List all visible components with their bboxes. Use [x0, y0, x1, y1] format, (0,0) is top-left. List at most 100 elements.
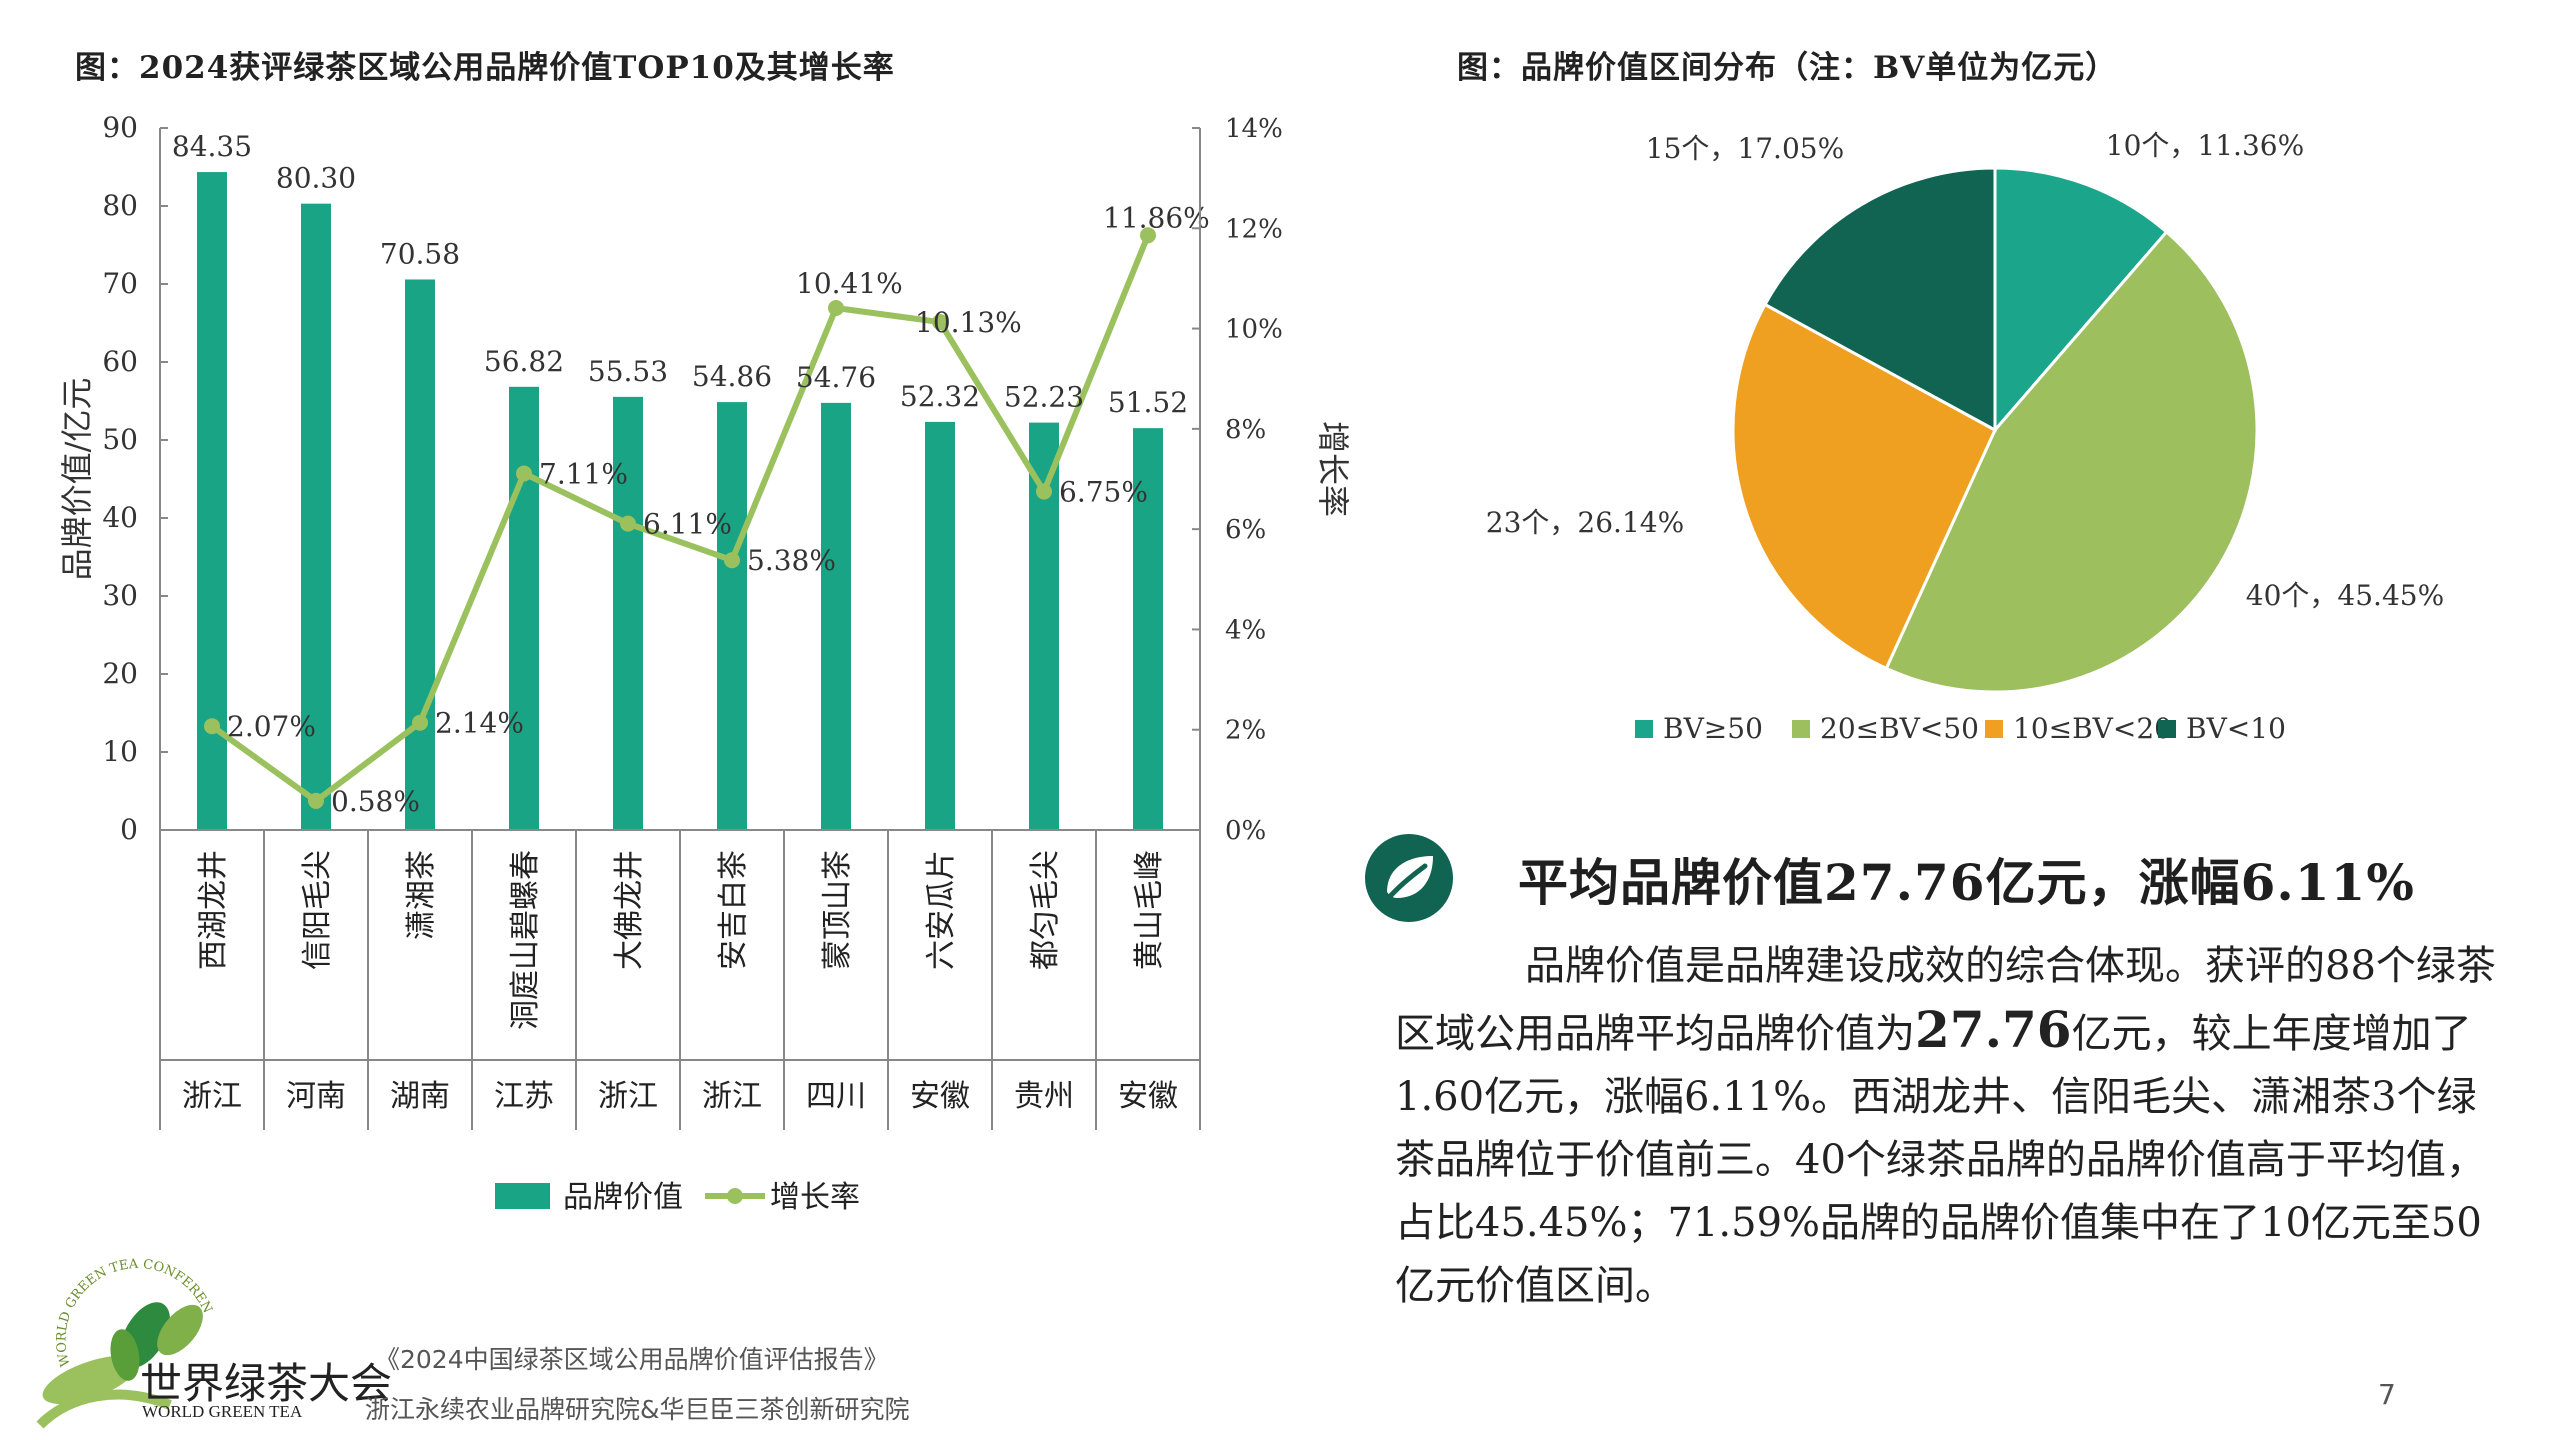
pie-slice-label: 15个，17.05%: [1646, 132, 1844, 165]
bar-安吉白茶: [717, 402, 747, 830]
province-label: 湖南: [390, 1079, 450, 1114]
leaf-icon: [1363, 832, 1455, 924]
bar-大佛龙井: [613, 396, 643, 830]
bar-value-label: 84.35: [172, 130, 252, 163]
left-axis-tick-label: 50: [102, 423, 138, 456]
pie-legend-swatch: [1985, 720, 2003, 738]
bar-chart-title: 图：2024获评绿茶区域公用品牌价值TOP10及其增长率: [75, 50, 895, 86]
y-axis-title: 品牌价值/亿元: [58, 378, 96, 581]
province-label: 浙江: [598, 1079, 658, 1114]
logo-chinese-name: 世界绿茶大会: [140, 1359, 393, 1408]
bar-黄山毛峰: [1133, 428, 1163, 830]
summary-paragraph: 品牌价值是品牌建设成效的综合体现。获评的88个绿茶区域公用品牌平均品牌价值为27…: [1395, 935, 2505, 1318]
left-axis-tick-label: 80: [102, 189, 138, 222]
category-label: 黄山毛峰: [1132, 850, 1167, 970]
growth-rate-point: [724, 552, 740, 569]
pie-legend-swatch: [1792, 720, 1810, 738]
growth-rate-label: 2.07%: [227, 710, 316, 743]
summary-text-part2: 亿元，较上年度增加了1.60亿元，涨幅6.11%。西湖龙井、信阳毛尖、潇湘茶3个…: [1395, 1011, 2486, 1309]
page-number: 7: [2378, 1378, 2396, 1411]
province-label: 贵州: [1014, 1079, 1074, 1114]
right-axis-tick-label: 6%: [1225, 515, 1266, 545]
pie-legend-label: 20≤BV<50: [1820, 712, 1979, 745]
bar-value-label: 52.32: [900, 380, 980, 413]
growth-rate-point: [932, 314, 948, 331]
category-label: 信阳毛尖: [300, 850, 335, 970]
province-label: 河南: [286, 1079, 346, 1114]
growth-rate-point: [412, 714, 428, 731]
growth-rate-label: 2.14%: [435, 707, 524, 740]
right-axis-tick-label: 4%: [1225, 615, 1266, 645]
bar-value-label: 52.23: [1004, 381, 1084, 414]
growth-rate-point: [516, 465, 532, 482]
pie-slice-0: [1993, 166, 2169, 435]
growth-rate-point: [620, 515, 636, 532]
category-label: 六安瓜片: [924, 850, 959, 970]
value-range-pie-chart: 10个，11.36% 40个，45.45% 23个，26.14% 15个，17.05%…: [1486, 129, 2444, 745]
left-axis-tick-label: 10: [102, 735, 138, 768]
category-label: 蒙顶山茶: [820, 850, 855, 970]
left-axis-tick-label: 60: [102, 345, 138, 378]
bar-六安瓜片: [925, 421, 955, 830]
legend-marker-growth-rate: [727, 1188, 743, 1204]
world-green-tea-logo: WORLD GREEN TEA CONFERENCE: [25, 1244, 220, 1435]
right-axis-tick-label: 8%: [1225, 415, 1266, 445]
pie-legend-label: BV<10: [2186, 712, 2286, 745]
category-label: 都匀毛尖: [1028, 850, 1063, 970]
pie-slice-label: 40个，45.45%: [2246, 579, 2444, 612]
legend-label-brand-value: 品牌价值: [563, 1180, 683, 1215]
report-title: 《2024中国绿茶区域公用品牌价值评估报告》: [375, 1345, 889, 1374]
legend-swatch-brand-value: [495, 1183, 550, 1209]
bar-value-label: 54.86: [692, 360, 772, 393]
right-axis-tick-label: 12%: [1225, 214, 1283, 244]
growth-rate-label: 10.41%: [796, 267, 903, 300]
bar-value-label: 80.30: [276, 162, 356, 195]
bar-蒙顶山茶: [821, 402, 851, 830]
growth-rate-label: 0.58%: [331, 785, 420, 818]
left-axis-tick-label: 90: [102, 111, 138, 144]
summary-text-part1: 品牌价值是品牌建设成效的综合体现。获评的88个绿茶区域公用品牌平均品牌价值为: [1395, 943, 2496, 1057]
left-axis-tick-label: 40: [102, 501, 138, 534]
growth-rate-point: [1036, 483, 1052, 500]
summary-average-value: 27.76: [1915, 1000, 2072, 1059]
pie-slice-1: [1884, 229, 2259, 694]
growth-rate-point: [204, 718, 220, 735]
pie-slice-3: [1762, 166, 1997, 433]
category-label: 安吉白茶: [716, 850, 751, 970]
bar-value-label: 56.82: [484, 345, 564, 378]
growth-rate-line: [210, 234, 1151, 804]
institutes: 浙江永续农业品牌研究院&华巨臣三茶创新研究院: [365, 1395, 910, 1424]
pie-legend-swatch: [1635, 720, 1653, 738]
growth-rate-label: 10.13%: [915, 306, 1022, 339]
left-axis-tick-label: 20: [102, 657, 138, 690]
province-label: 安徽: [910, 1079, 970, 1114]
right-axis-tick-label: 0%: [1225, 816, 1266, 846]
right-axis-tick-label: 2%: [1225, 716, 1266, 746]
pie-chart-title: 图：品牌价值区间分布（注：BV单位为亿元）: [1457, 50, 2118, 86]
growth-rate-label: 5.38%: [747, 544, 836, 577]
growth-rate-point: [308, 792, 324, 809]
right-axis-tick-label: 14%: [1225, 114, 1283, 144]
pie-legend-label: 10≤BV<20: [2013, 712, 2172, 745]
left-axis-tick-label: 70: [102, 267, 138, 300]
bar-value-label: 51.52: [1108, 386, 1188, 419]
pie-slice-label: 10个，11.36%: [2106, 129, 2304, 162]
province-label: 四川: [806, 1079, 866, 1114]
pie-legend-label: BV≥50: [1663, 712, 1763, 745]
y2-axis-title: 增长率: [1314, 421, 1352, 517]
bar-value-label: 55.53: [588, 355, 668, 388]
bar-洞庭山碧螺春: [509, 386, 539, 830]
province-label: 浙江: [182, 1079, 242, 1114]
growth-rate-label: 6.75%: [1059, 476, 1148, 509]
bar-value-label: 70.58: [380, 237, 460, 270]
bar-信阳毛尖: [301, 203, 331, 830]
left-axis-tick-label: 0: [120, 813, 138, 846]
category-label: 洞庭山碧螺春: [508, 850, 543, 1030]
province-label: 江苏: [494, 1079, 554, 1114]
right-axis-tick-label: 10%: [1225, 315, 1283, 345]
growth-rate-point: [828, 300, 844, 317]
left-axis-tick-label: 30: [102, 579, 138, 612]
growth-rate-point: [1140, 227, 1156, 244]
pie-slice-label: 23个，26.14%: [1486, 506, 1684, 539]
